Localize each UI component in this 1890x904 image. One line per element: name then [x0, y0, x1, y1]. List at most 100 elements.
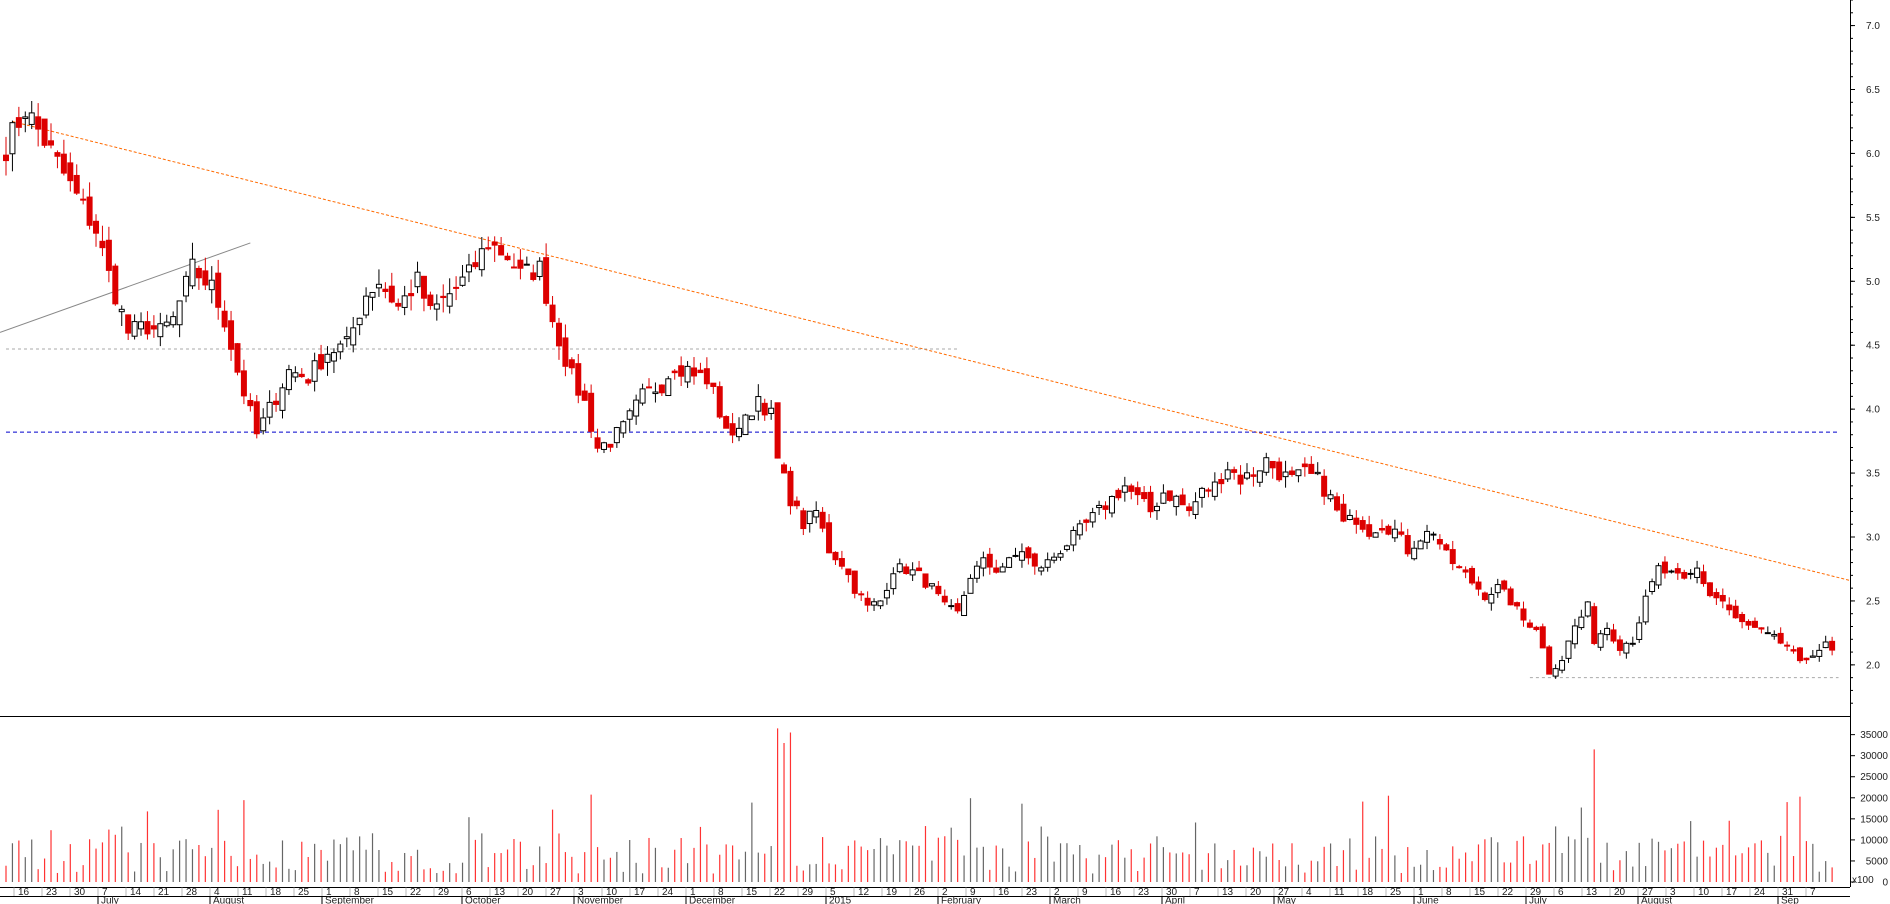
candle-body	[388, 285, 395, 303]
candle-body	[247, 399, 254, 407]
candle-body	[189, 258, 196, 287]
candle-body	[1289, 470, 1295, 475]
candle-body	[1327, 494, 1334, 500]
date-tick-label: 5	[830, 887, 836, 898]
candle-body	[703, 368, 710, 385]
candle-body	[1661, 561, 1668, 574]
candle-body	[440, 295, 447, 299]
downtrend-line	[12, 120, 1851, 581]
candle-body	[176, 300, 183, 326]
candle-body	[607, 443, 614, 448]
date-tick-label: 27	[550, 887, 562, 898]
candle-body	[1012, 554, 1019, 557]
candle-body	[1398, 531, 1405, 535]
candle-body	[86, 196, 93, 226]
price-tick-label: 4.0	[1866, 405, 1880, 416]
candle-body	[99, 240, 106, 249]
candle-body	[1758, 627, 1765, 630]
candle-body	[305, 379, 312, 384]
candle-body	[260, 417, 267, 432]
candle-body	[80, 198, 87, 201]
candle-body	[1366, 524, 1373, 537]
date-tick-label: 18	[1362, 887, 1374, 898]
date-tick-label: 4	[214, 887, 220, 898]
date-tick-label: 21	[158, 887, 170, 898]
candle-body	[1462, 569, 1469, 573]
date-tick-label: 7	[102, 887, 108, 898]
candle-body	[1784, 644, 1791, 647]
candle-body	[1732, 605, 1739, 619]
candle-body	[1469, 567, 1476, 584]
date-tick-label: 17	[1726, 887, 1738, 898]
volume-tick-label: 15000	[1860, 814, 1888, 825]
candle-body	[363, 295, 370, 316]
candle-body	[575, 363, 582, 396]
candle-body	[1295, 469, 1302, 477]
date-tick-label: 10	[606, 887, 618, 898]
candle-body	[1038, 567, 1045, 572]
candle-body	[202, 270, 209, 286]
month-label: March	[1053, 896, 1081, 904]
candle-body	[1674, 568, 1681, 574]
volume-tick-label: 0	[1882, 878, 1888, 889]
candle-body	[1578, 616, 1585, 629]
candle-body	[1430, 533, 1437, 536]
candle-body	[916, 567, 923, 572]
date-tick-label: 17	[634, 887, 646, 898]
date-tick-label: 20	[522, 887, 534, 898]
month-label: October	[465, 896, 501, 904]
candle-body	[1243, 472, 1250, 479]
candle-body	[1186, 506, 1193, 512]
date-tick-label: 15	[382, 887, 394, 898]
candle-body	[523, 263, 530, 266]
candle-body	[832, 551, 839, 561]
date-tick-label: 19	[886, 887, 898, 898]
candle-body	[1198, 487, 1205, 498]
price-tick-label: 5.0	[1866, 277, 1880, 288]
date-tick-label: 10	[1698, 887, 1710, 898]
candle-body	[1501, 580, 1508, 590]
candle-body	[485, 247, 492, 250]
candle-body	[73, 174, 80, 194]
candle-body	[48, 140, 55, 146]
candle-body	[330, 352, 337, 362]
price-tick-label: 3.5	[1866, 469, 1880, 480]
candle-body	[781, 464, 788, 474]
candle-body	[1751, 620, 1758, 628]
candle-body	[1237, 474, 1244, 485]
candle-body	[1713, 592, 1720, 599]
candle-body	[1571, 625, 1578, 645]
candle-body	[941, 595, 948, 603]
candle-body	[1321, 475, 1328, 497]
candle-body	[1481, 592, 1488, 601]
candle-body	[568, 359, 575, 369]
price-tick-label: 7.0	[1866, 21, 1880, 32]
candle-body	[1494, 584, 1501, 594]
candle-body	[1044, 559, 1051, 568]
candle-body	[999, 566, 1006, 573]
candle-body	[1076, 523, 1083, 536]
date-tick-label: 13	[1222, 887, 1234, 898]
candle-body	[793, 500, 800, 507]
candle-body	[858, 593, 865, 596]
month-label: April	[1165, 896, 1185, 904]
candle-body	[1282, 471, 1289, 478]
candle-body	[253, 401, 260, 435]
candle-body	[1006, 557, 1013, 568]
candle-body	[877, 600, 884, 607]
candle-body	[1539, 626, 1546, 649]
candle-body	[517, 259, 524, 269]
candle-body	[1816, 649, 1823, 657]
candle-body	[555, 322, 562, 347]
candle-body	[594, 437, 601, 449]
candle-body	[369, 291, 376, 298]
candle-body	[1353, 517, 1360, 525]
candle-body	[1308, 463, 1315, 474]
candle-body	[1256, 470, 1263, 483]
date-tick-label: 23	[1026, 887, 1038, 898]
candle-body	[819, 511, 826, 529]
candle-body	[928, 583, 935, 587]
candle-body	[671, 370, 678, 374]
